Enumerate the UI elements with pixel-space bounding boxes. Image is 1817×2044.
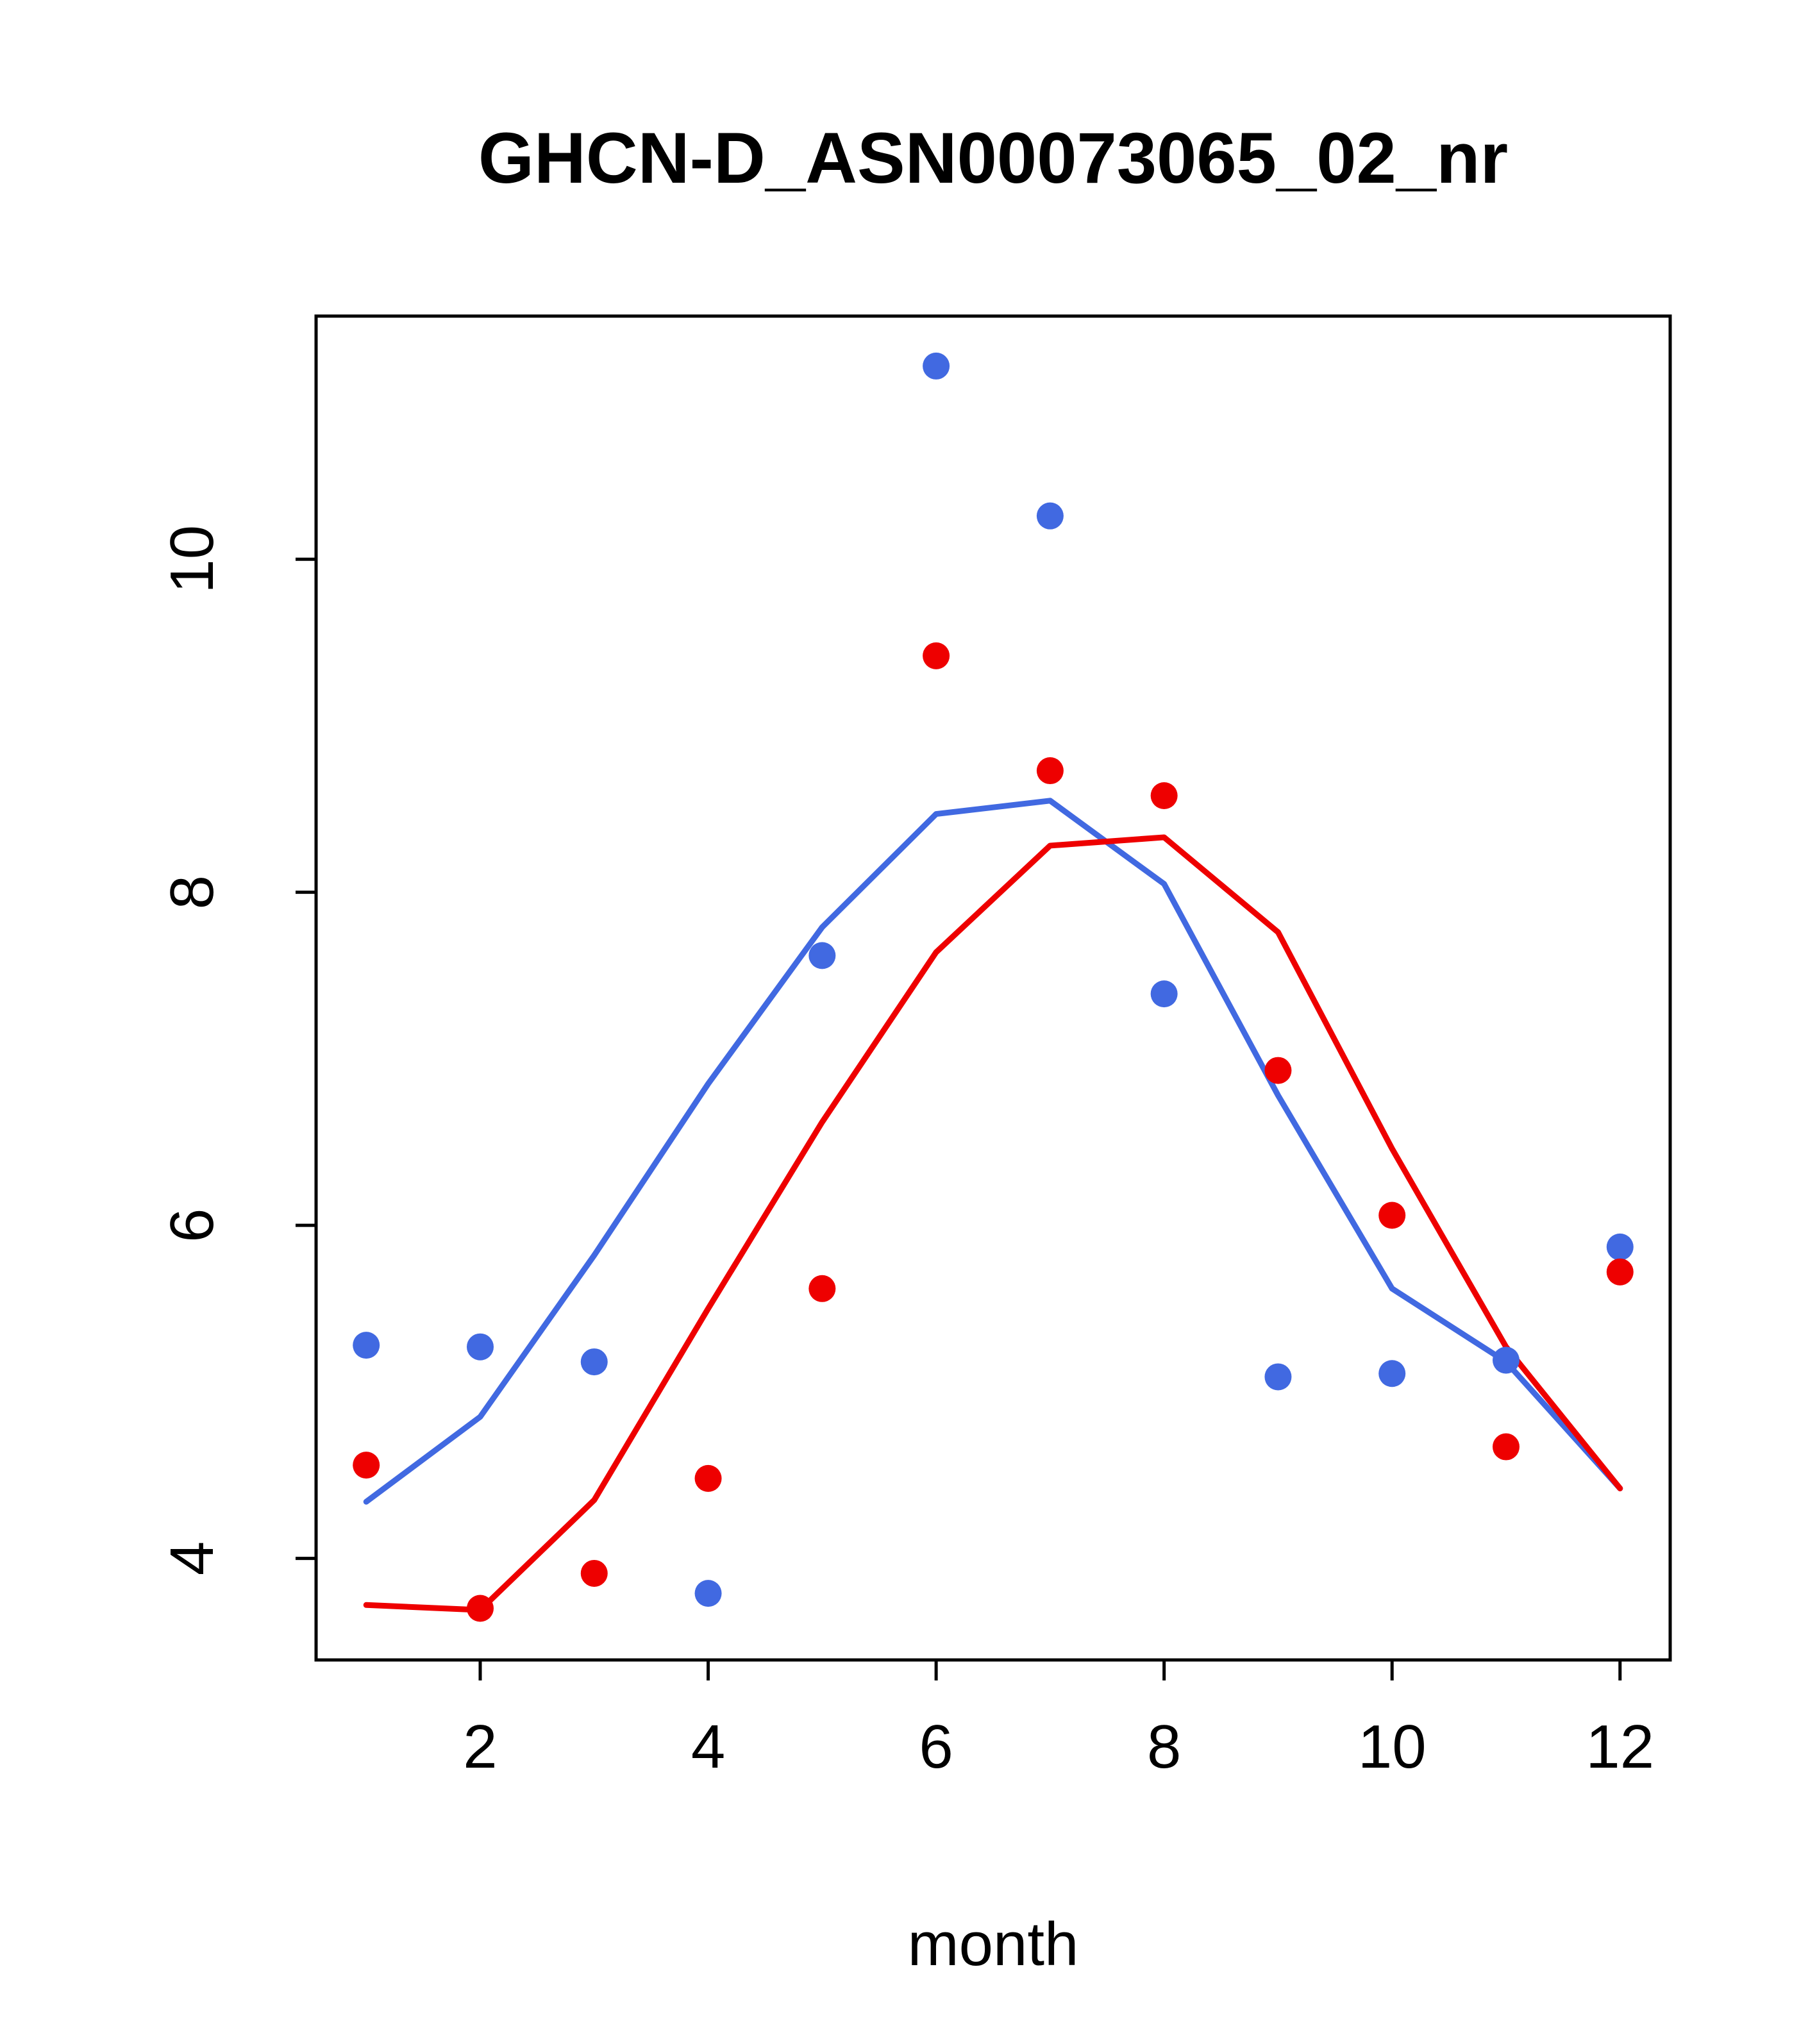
y-tick-label: 8 bbox=[158, 875, 226, 909]
x-tick-label: 8 bbox=[1147, 1713, 1181, 1781]
y-tick-label: 4 bbox=[158, 1541, 226, 1575]
blue-points-point bbox=[923, 352, 950, 380]
x-tick-label: 2 bbox=[463, 1713, 497, 1781]
red-points-point bbox=[694, 1464, 722, 1492]
red-line bbox=[363, 834, 1623, 1613]
blue-points-point bbox=[1378, 1360, 1406, 1387]
blue-line bbox=[363, 798, 1623, 1505]
blue-points-point bbox=[1150, 980, 1178, 1008]
red-points-point bbox=[808, 1275, 836, 1302]
blue-points-point bbox=[1264, 1363, 1292, 1391]
chart-title: GHCN-D_ASN00073065_02_nr bbox=[478, 118, 1509, 198]
blue-points-point bbox=[353, 1332, 380, 1359]
x-tick-label: 6 bbox=[919, 1713, 953, 1781]
x-tick-label: 4 bbox=[691, 1713, 725, 1781]
blue-points-point bbox=[694, 1580, 722, 1607]
red-points-point bbox=[1493, 1433, 1520, 1461]
red-points-point bbox=[923, 642, 950, 669]
red-points-point bbox=[580, 1559, 608, 1587]
blue-points-point bbox=[808, 942, 836, 969]
red-points-point bbox=[1264, 1057, 1292, 1084]
y-tick-label: 10 bbox=[158, 525, 226, 594]
red-points-point bbox=[1378, 1202, 1406, 1229]
blue-points-point bbox=[467, 1333, 494, 1361]
blue-points-point bbox=[1036, 502, 1064, 530]
red-points-point bbox=[1036, 757, 1064, 785]
red-points-point bbox=[1606, 1258, 1634, 1286]
blue-points-point bbox=[580, 1348, 608, 1376]
blue-points-point bbox=[1606, 1233, 1634, 1261]
x-tick-label: 10 bbox=[1358, 1713, 1427, 1781]
y-tick-label: 6 bbox=[158, 1208, 226, 1242]
x-axis-label: month bbox=[907, 1910, 1079, 1979]
red-points-point bbox=[1150, 782, 1178, 810]
red-points-point bbox=[467, 1595, 494, 1622]
red-points-point bbox=[353, 1452, 380, 1479]
x-tick-label: 12 bbox=[1586, 1713, 1654, 1781]
plot-frame bbox=[314, 314, 1672, 1662]
blue-points-point bbox=[1493, 1346, 1520, 1374]
